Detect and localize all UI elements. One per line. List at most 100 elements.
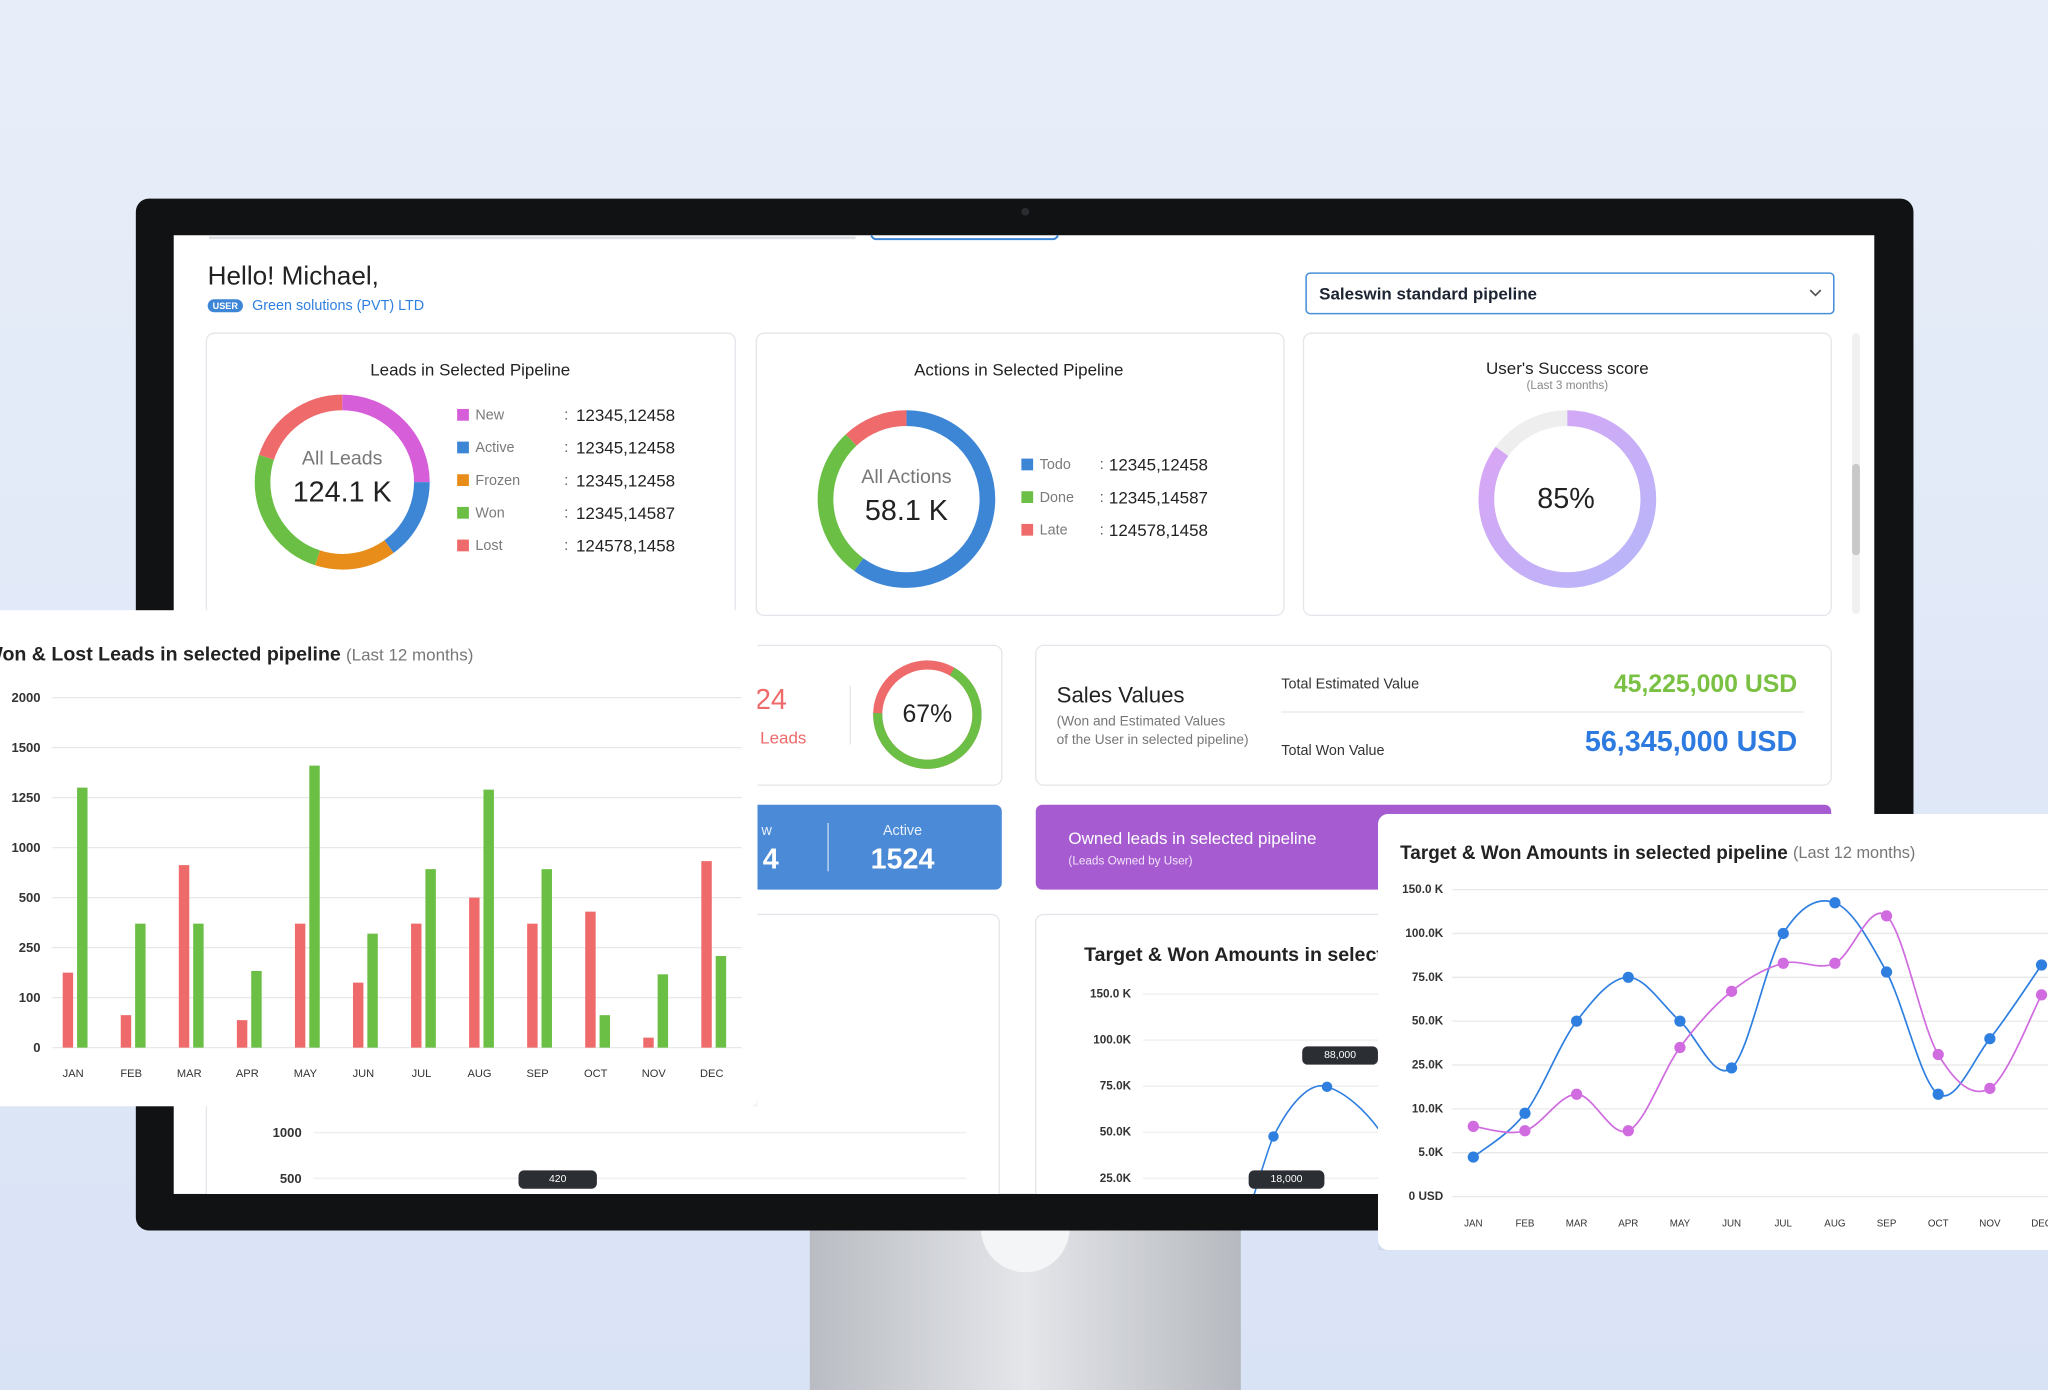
won-value: 56,345,000 USD <box>1585 726 1797 758</box>
point <box>1984 1082 1996 1095</box>
x-tick-label: JUL <box>1775 1218 1793 1229</box>
legend-swatch <box>457 539 469 552</box>
y-tick-label: 100.0K <box>1405 927 1443 940</box>
legend-swatch <box>457 441 469 454</box>
y-tick-label: 75.0K <box>1412 971 1444 984</box>
bar <box>135 923 146 1048</box>
y-tick-label: 0 <box>33 1040 40 1055</box>
bar <box>541 869 552 1048</box>
donut-label: All Actions <box>861 466 952 488</box>
status-label: w <box>760 823 772 839</box>
sales-title: Sales Values <box>1057 683 1185 708</box>
legend-swatch <box>1021 491 1034 503</box>
legend-value: 124578,1458 <box>576 537 675 556</box>
point <box>1519 1107 1531 1119</box>
x-tick-label: AUG <box>468 1068 492 1080</box>
tooltip <box>1248 1170 1325 1189</box>
point <box>1467 1151 1479 1163</box>
title: Won & Lost Leads in selected pipeline <box>0 644 341 666</box>
legend-swatch <box>1021 458 1034 471</box>
bar <box>77 787 88 1048</box>
win-value: 24 <box>755 684 787 716</box>
point <box>1674 1015 1686 1027</box>
x-tick-label: OCT <box>1928 1218 1949 1229</box>
score-value: 85% <box>1537 483 1594 515</box>
bar <box>178 865 190 1048</box>
point <box>1321 1081 1333 1093</box>
y-tick-label: 100.0K <box>1093 1034 1131 1047</box>
won-label: Total Won Value <box>1281 743 1384 759</box>
badge <box>207 299 243 313</box>
y-tick-label: 75.0K <box>1100 1080 1132 1093</box>
point <box>1467 1120 1479 1133</box>
bar <box>701 861 712 1048</box>
legend-name: Won <box>475 505 504 521</box>
score-arc <box>1478 410 1657 588</box>
point <box>1622 1125 1634 1137</box>
line-fragment <box>1253 1085 1380 1194</box>
owned-title: Owned leads in selected pipeline <box>1068 829 1316 848</box>
point <box>1880 966 1893 978</box>
y-tick-label: 50.0K <box>1100 1126 1132 1139</box>
point <box>2035 989 2048 1001</box>
point <box>1674 1041 1686 1054</box>
point <box>1725 985 1738 997</box>
x-tick-label: JUN <box>1722 1218 1741 1229</box>
tooltip-text: 88,000 <box>1324 1050 1356 1061</box>
legend-value: 12345,12458 <box>1109 456 1208 475</box>
donut-segment <box>254 394 430 570</box>
legend-name: Active <box>475 440 514 456</box>
point <box>1880 910 1893 922</box>
y-tick-label: 25.0K <box>1412 1059 1444 1072</box>
actions-card <box>755 332 1285 616</box>
sales-subtitle: (Won and Estimated Values <box>1057 714 1226 729</box>
y-tick-label: 25.0K <box>1100 1172 1132 1185</box>
title: Target & Won Amounts in selected pipelin… <box>1400 843 1788 864</box>
point <box>1725 1062 1738 1074</box>
bar <box>309 765 320 1048</box>
legend-value: 124578,1458 <box>1109 521 1208 540</box>
legend-swatch <box>457 474 469 487</box>
x-tick-label: MAY <box>294 1068 318 1080</box>
legend-separator: : <box>564 473 568 489</box>
tab[interactable] <box>870 222 1059 241</box>
card-title: Leads in Selected Pipeline <box>370 360 570 379</box>
legend-separator: : <box>1100 457 1104 473</box>
x-tick-label: DEC <box>700 1068 723 1080</box>
y-tick-label: 1000 <box>11 840 40 855</box>
bar <box>352 982 364 1048</box>
x-tick-label: OCT <box>584 1068 608 1080</box>
pipeline-select-text: Saleswin standard pipeline <box>1319 285 1537 304</box>
x-tick-label: MAR <box>1566 1218 1588 1229</box>
x-tick-label: JUN <box>353 1068 375 1080</box>
bar <box>599 1015 611 1048</box>
x-tick-label: SEP <box>526 1068 548 1080</box>
legend-name: Frozen <box>475 473 520 489</box>
y-tick-label: 500 <box>280 1171 302 1186</box>
x-tick-label: APR <box>236 1068 259 1080</box>
legend-value: 12345,14587 <box>1109 488 1208 507</box>
tooltip <box>1302 1046 1378 1065</box>
point <box>1932 1048 1944 1061</box>
y-tick-label: 1250 <box>11 790 40 805</box>
pipeline-select[interactable] <box>1305 272 1835 315</box>
bar <box>527 923 538 1048</box>
target-won-chart: Target & Won Amounts in selected pipelin… <box>1377 813 2048 1251</box>
point <box>1571 1015 1583 1027</box>
y-tick-label: 10.0K <box>1412 1102 1444 1115</box>
company: Green solutions (PVT) LTD <box>252 298 424 314</box>
greeting: Hello! Michael, <box>208 261 379 291</box>
point <box>1932 1088 1944 1100</box>
scrollbar-thumb[interactable] <box>1852 463 1860 556</box>
legend-swatch <box>457 408 469 421</box>
y-tick-label: 150.0 K <box>1090 988 1132 1001</box>
estimated-label: Total Estimated Value <box>1281 677 1419 693</box>
status-label: Active <box>883 823 922 839</box>
donut-segment <box>817 410 996 588</box>
y-tick-label: 1500 <box>11 740 40 755</box>
legend-separator: : <box>1100 522 1104 538</box>
x-tick-label: SEP <box>1877 1218 1897 1229</box>
bar <box>367 933 378 1048</box>
y-tick-label: 50.0K <box>1412 1015 1444 1028</box>
legend-value: 12345,12458 <box>576 439 675 458</box>
